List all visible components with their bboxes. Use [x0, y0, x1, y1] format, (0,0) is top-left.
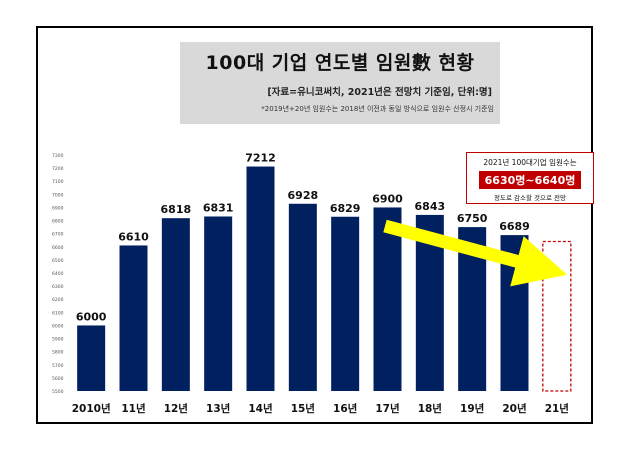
callout-line-1: 2021년 100대기업 임원수는: [483, 158, 577, 167]
y-tick-label-4: 5900: [52, 337, 64, 343]
y-tick-label-13: 6800: [52, 219, 64, 225]
y-tick-label-12: 6700: [52, 232, 64, 238]
x-tick-label-3: 13년: [206, 402, 230, 415]
bar-3: [204, 216, 233, 391]
x-tick-label-0: 2010년: [72, 402, 111, 415]
x-tick-label-4: 14년: [248, 402, 272, 415]
callout-line-3: 정도로 감소할 것으로 전망: [494, 194, 566, 202]
y-tick-label-1: 5600: [52, 376, 64, 382]
y-tick-label-0: 5500: [52, 389, 64, 395]
y-tick-label-3: 5800: [52, 350, 64, 356]
y-tick-label-7: 6200: [52, 297, 64, 303]
y-tick-label-8: 6300: [52, 284, 64, 290]
chart-title: 100대 기업 연도별 임원數 현황: [205, 52, 475, 74]
y-tick-label-9: 6400: [52, 271, 64, 277]
callout-range: 6630명~6640명: [478, 171, 582, 189]
value-label-1: 6610: [118, 230, 149, 243]
value-label-10: 6689: [499, 220, 530, 233]
x-tick-label-10: 20년: [502, 402, 526, 415]
x-tick-label-5: 15년: [291, 402, 315, 415]
y-tick-label-18: 7300: [52, 153, 64, 159]
title-box: 100대 기업 연도별 임원數 현황 [자료=유니코써치, 2021년은 전망치…: [180, 42, 500, 124]
x-tick-label-9: 19년: [460, 402, 484, 415]
x-tick-label-2: 12년: [164, 402, 188, 415]
value-label-4: 7212: [245, 152, 276, 165]
chart-subtitle: [자료=유니코써치, 2021년은 전망치 기준임, 단위:명]: [267, 87, 492, 98]
x-tick-label-11: 21년: [545, 402, 569, 415]
bar-7: [373, 207, 402, 391]
y-tick-label-2: 5700: [52, 363, 64, 369]
forecast-bar-21: [542, 240, 572, 392]
chart-note: *2019년+20년 임원수는 2018년 이전과 동일 방식으로 임원수 산정…: [261, 105, 494, 113]
value-label-9: 6750: [457, 212, 488, 225]
x-tick-label-6: 16년: [333, 402, 357, 415]
y-tick-label-14: 6900: [52, 205, 64, 211]
bar-0: [77, 325, 106, 391]
value-label-6: 6829: [330, 202, 361, 215]
value-label-2: 6818: [161, 203, 192, 216]
value-label-7: 6900: [372, 192, 403, 205]
y-tick-label-15: 7000: [52, 192, 64, 198]
y-tick-label-17: 7200: [52, 166, 64, 172]
bar-2: [161, 218, 190, 391]
y-tick-label-11: 6600: [52, 245, 64, 251]
y-tick-label-16: 7100: [52, 179, 64, 185]
x-tick-label-8: 18년: [418, 402, 442, 415]
y-tick-label-6: 6100: [52, 310, 64, 316]
bar-4: [246, 166, 275, 391]
y-tick-label-10: 6500: [52, 258, 64, 264]
trend-arrow: [383, 219, 568, 287]
y-tick-label-5: 6000: [52, 323, 64, 329]
forecast-callout: 2021년 100대기업 임원수는 6630명~6640명 정도로 감소할 것으…: [466, 152, 594, 204]
value-label-8: 6843: [415, 200, 446, 213]
bar-6: [331, 216, 360, 391]
value-label-0: 6000: [76, 310, 107, 323]
bar-5: [288, 203, 317, 391]
bar-1: [119, 245, 148, 391]
value-label-5: 6928: [288, 189, 319, 202]
value-label-3: 6831: [203, 201, 234, 214]
x-tick-label-1: 11년: [121, 402, 145, 415]
x-tick-label-7: 17년: [375, 402, 399, 415]
